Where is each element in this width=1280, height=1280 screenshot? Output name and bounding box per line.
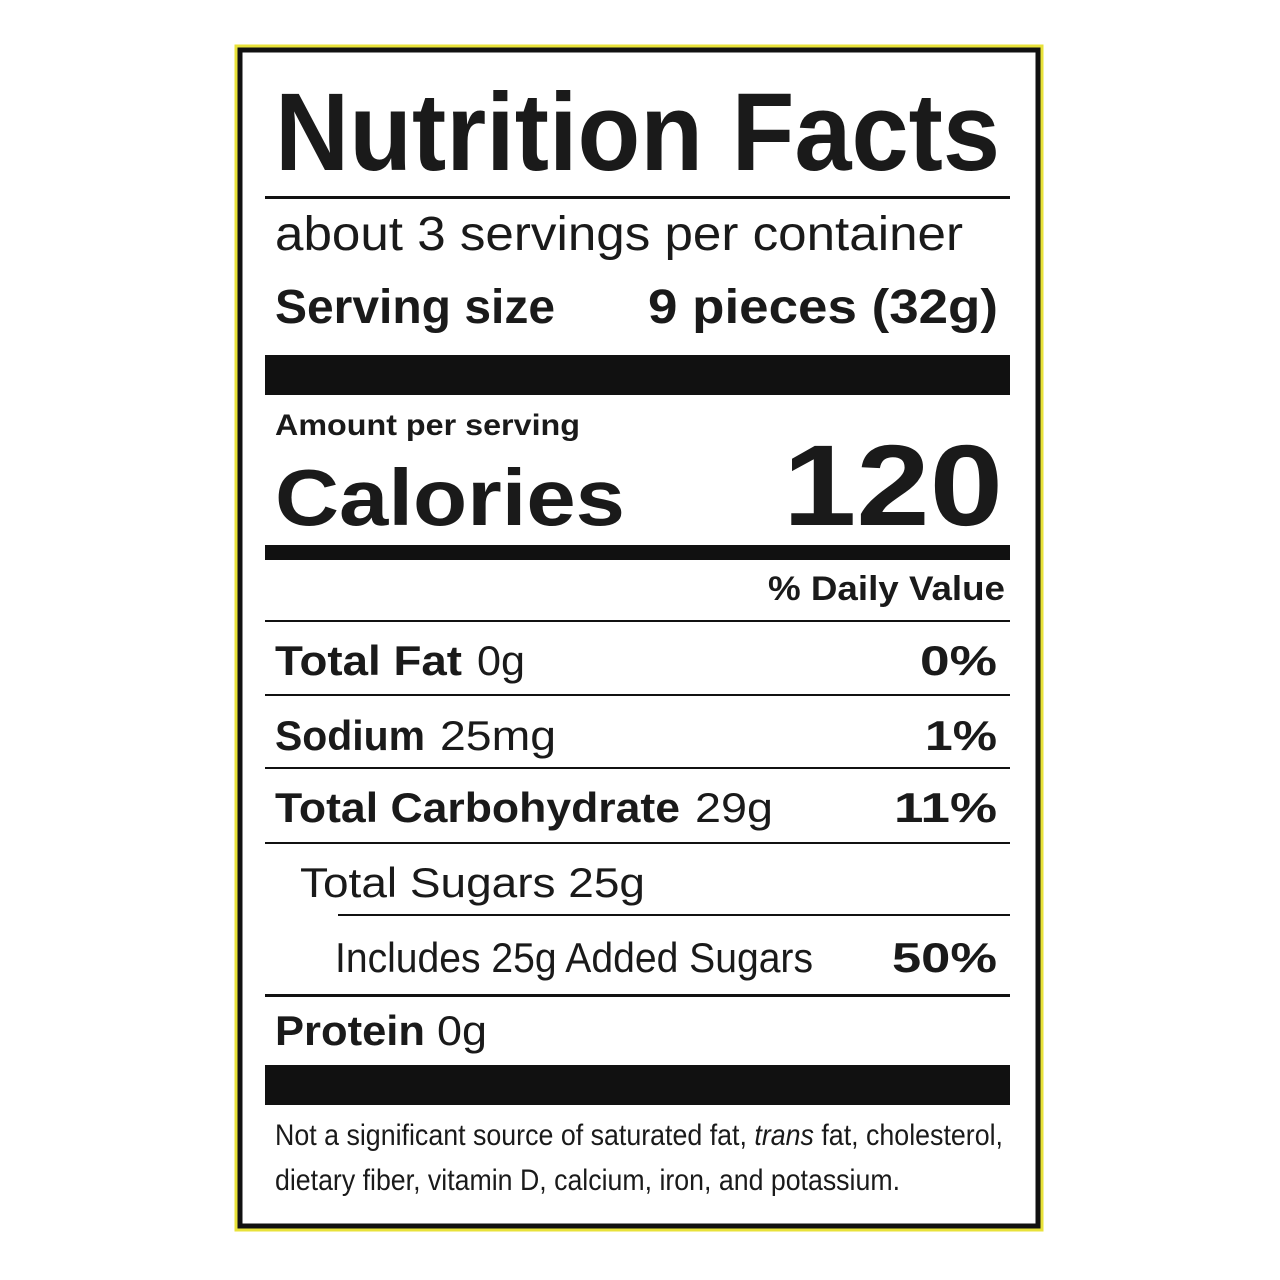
outer-edge [234,44,1044,1232]
thick-bar [265,355,1010,395]
servings: about 3 servings per container [275,208,963,261]
rule [265,767,1010,769]
daily-value-header: % Daily Value [768,570,1005,608]
nutrient-amount: 0g [477,637,525,684]
thick-bar [265,1065,1010,1105]
title: Nutrition Facts [275,71,1000,194]
medium-bar [265,545,1010,560]
rule [265,994,1010,997]
nutrient-name: Sodium [275,712,425,759]
sub-nutrient: Total Sugars 25g [300,859,645,906]
nutrient-dv: 0% [920,637,997,684]
rule [265,620,1010,622]
sub-nutrient: Includes 25g Added Sugars [335,934,813,981]
footnote-text: Not a significant source of saturated fa… [275,1119,754,1152]
nutrient-amount: 0g [437,1007,487,1054]
nutrient-name: Total Carbohydrate [275,784,680,831]
rule [265,694,1010,696]
rule [265,196,1010,199]
nutrient-name: Total Fat [275,637,462,684]
nutrient-name: Protein [275,1007,425,1054]
calories-value: 120 [783,422,1003,550]
nutrient-dv: 1% [925,712,997,759]
footnote: Not a significant source of saturated fa… [275,1119,1003,1152]
serving-size-label: Serving size [275,281,555,334]
serving-size-value: 9 pieces (32g) [648,281,998,334]
footnote: dietary fiber, vitamin D, calcium, iron,… [275,1164,900,1197]
rule [338,914,1010,916]
nutrient-dv: 11% [894,784,997,831]
nutrient-dv: 50% [892,934,997,981]
nutrient-amount: 29g [695,784,773,831]
amount-per-serving: Amount per serving [275,409,580,442]
footnote-italic: trans [754,1119,814,1152]
nutrient-amount: 25mg [440,712,556,759]
calories-label: Calories [275,453,625,542]
footnote-text: fat, cholesterol, [814,1119,1003,1152]
label-border [237,47,1041,1229]
rule [265,842,1010,844]
